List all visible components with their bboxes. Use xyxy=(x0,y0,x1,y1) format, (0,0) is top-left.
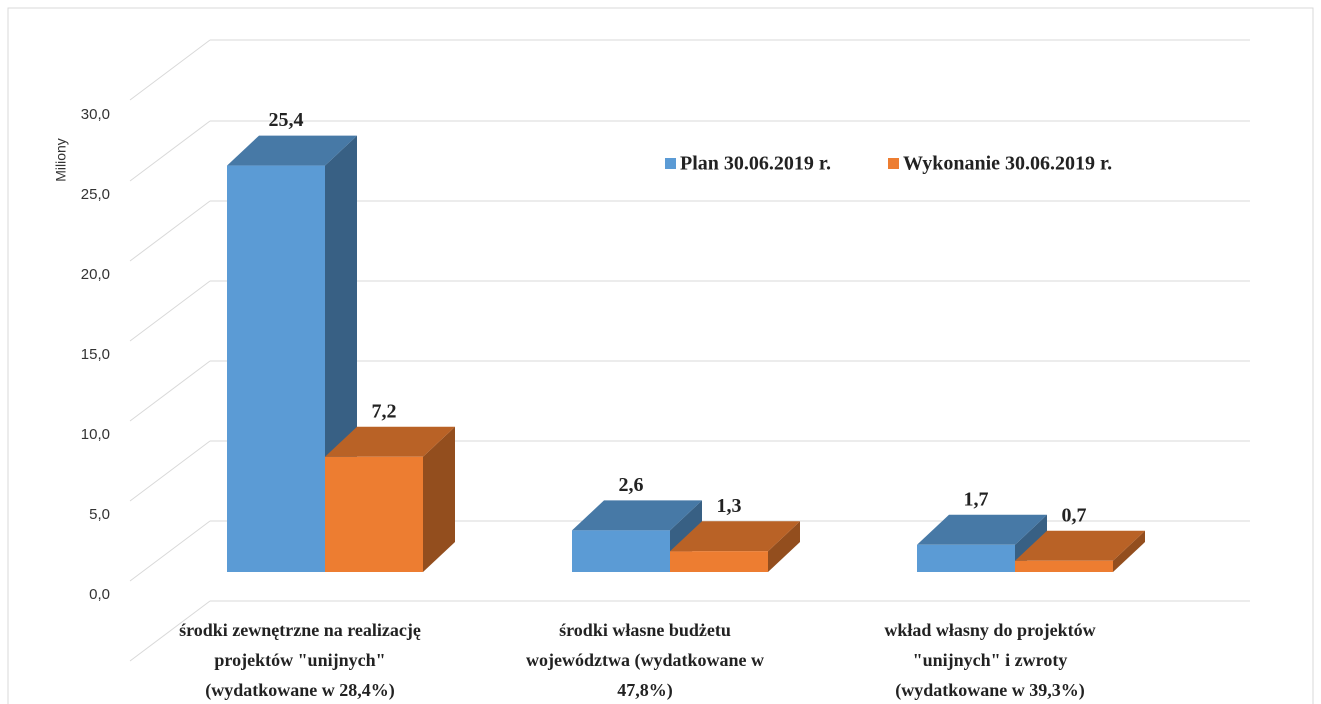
x-tick-label: środki własne budżetu xyxy=(559,620,731,640)
bar xyxy=(917,544,1015,572)
legend-swatch xyxy=(665,158,676,169)
grid-line-side xyxy=(129,280,211,342)
y-tick-label: 5,0 xyxy=(89,506,110,523)
y-tick-label: 30,0 xyxy=(81,106,110,123)
data-label: 25,4 xyxy=(269,109,304,131)
grid-line-side xyxy=(129,440,211,502)
x-tick-label: "unijnych" i zwroty xyxy=(913,650,1068,670)
x-tick-label: projektów "unijnych" xyxy=(214,650,385,670)
legend-label: Wykonanie 30.06.2019 r. xyxy=(903,153,1112,175)
grid-line-side xyxy=(129,200,211,262)
legend-label: Plan 30.06.2019 r. xyxy=(680,153,831,175)
bar xyxy=(572,530,670,572)
wall-top-side xyxy=(129,39,211,101)
y-tick-label: 10,0 xyxy=(81,426,110,443)
bar-top xyxy=(572,500,702,531)
bar xyxy=(325,456,423,572)
bar-top xyxy=(917,514,1047,545)
data-label: 0,7 xyxy=(1062,504,1087,526)
bar-top xyxy=(670,521,800,552)
bar-top xyxy=(325,426,455,457)
bar-side xyxy=(768,521,800,572)
bar xyxy=(1015,560,1113,572)
bar-side xyxy=(423,426,455,572)
legend-swatch xyxy=(888,158,899,169)
bar xyxy=(227,165,325,572)
bar-top xyxy=(227,135,357,166)
x-tick-label: 47,8%) xyxy=(617,680,673,701)
y-tick-label: 25,0 xyxy=(81,186,110,203)
data-label: 1,7 xyxy=(964,488,989,510)
grid-line-side xyxy=(129,600,211,662)
bar-top xyxy=(1015,530,1145,561)
data-label: 1,3 xyxy=(717,495,742,517)
x-tick-label: (wydatkowane w 28,4%) xyxy=(205,680,395,701)
y-tick-label: 0,0 xyxy=(89,586,110,603)
y-axis-label: Miliony xyxy=(53,138,69,182)
x-tick-label: województwa (wydatkowane w xyxy=(526,650,764,671)
y-tick-label: 15,0 xyxy=(81,346,110,363)
data-label: 7,2 xyxy=(372,400,397,422)
grid-line-side xyxy=(129,520,211,582)
data-label: 2,6 xyxy=(619,474,644,496)
bar xyxy=(670,551,768,572)
x-tick-label: (wydatkowane w 39,3%) xyxy=(895,680,1085,701)
grid-line-side xyxy=(129,120,211,182)
x-tick-label: wkład własny do projektów xyxy=(884,620,1095,640)
grid-line-side xyxy=(129,360,211,422)
bar-side xyxy=(1113,530,1145,572)
chart-frame xyxy=(7,7,1314,704)
y-tick-label: 20,0 xyxy=(81,266,110,283)
x-tick-label: środki zewnętrzne na realizację xyxy=(179,620,421,640)
